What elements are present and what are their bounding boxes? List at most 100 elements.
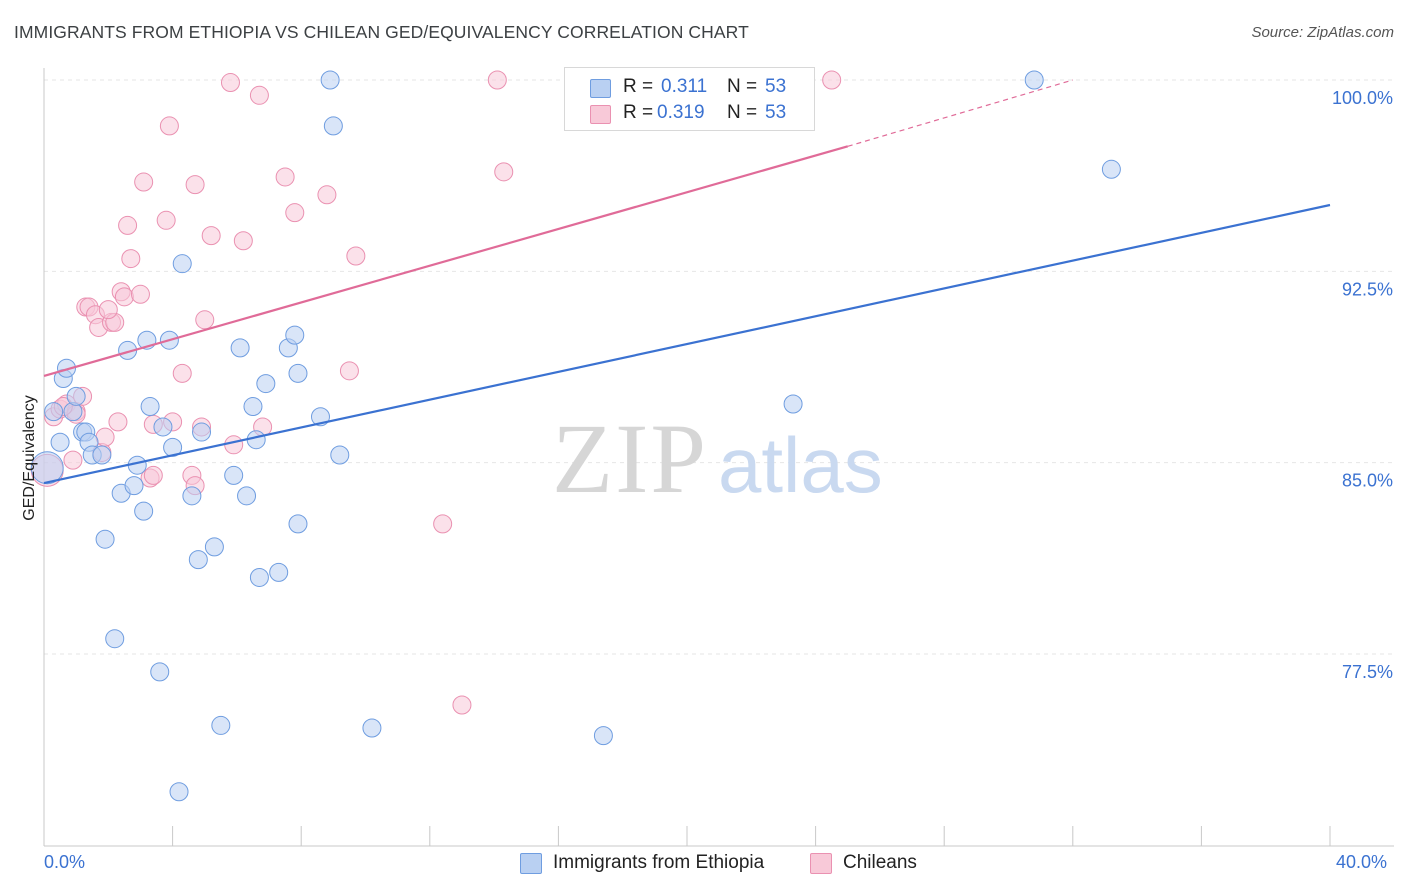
trend-line-chileans bbox=[43, 145, 849, 377]
bottom-legend-label: Immigrants from Ethiopia bbox=[553, 852, 765, 873]
data-point-chileans bbox=[118, 215, 138, 235]
y-tick-label: 92.5% bbox=[1342, 279, 1393, 299]
data-point-chileans bbox=[317, 185, 337, 205]
data-point-ethiopia bbox=[362, 718, 382, 738]
series-ethiopia bbox=[30, 70, 1121, 802]
data-point-ethiopia bbox=[63, 402, 83, 422]
data-point-ethiopia bbox=[169, 782, 189, 802]
data-point-chileans bbox=[201, 226, 221, 246]
y-axis-label: GED/Equivalency bbox=[21, 395, 38, 521]
data-point-chileans bbox=[822, 70, 842, 90]
data-point-ethiopia bbox=[140, 397, 160, 417]
data-point-ethiopia bbox=[105, 629, 125, 649]
data-point-ethiopia bbox=[256, 374, 276, 394]
bottom-legend-chileans: Chileans bbox=[810, 852, 930, 876]
bottom-legend-label: Chileans bbox=[843, 852, 917, 873]
data-point-ethiopia bbox=[224, 465, 244, 485]
chart-title: IMMIGRANTS FROM ETHIOPIA VS CHILEAN GED/… bbox=[14, 22, 749, 42]
legend-row-ethiopia: R = 0.311 N = 53 bbox=[565, 76, 814, 102]
data-point-chileans bbox=[172, 363, 192, 383]
data-point-ethiopia bbox=[230, 338, 250, 358]
data-point-ethiopia bbox=[285, 325, 305, 345]
trend-line-ethiopia bbox=[43, 203, 1331, 485]
data-point-chileans bbox=[130, 284, 150, 304]
data-point-chileans bbox=[185, 175, 205, 195]
data-point-chileans bbox=[339, 361, 359, 381]
data-point-ethiopia bbox=[211, 715, 231, 735]
data-point-ethiopia bbox=[124, 476, 144, 496]
data-point-chileans bbox=[156, 210, 176, 230]
data-point-chileans bbox=[275, 167, 295, 187]
legend-swatch-blue bbox=[590, 79, 611, 98]
data-point-chileans bbox=[346, 246, 366, 266]
data-point-ethiopia bbox=[172, 254, 192, 274]
data-point-chileans bbox=[159, 116, 179, 136]
watermark-zip: ZIP bbox=[552, 403, 708, 514]
data-point-ethiopia bbox=[57, 358, 77, 378]
data-point-chileans bbox=[249, 85, 269, 105]
data-point-ethiopia bbox=[66, 386, 86, 406]
data-point-chileans bbox=[114, 287, 134, 307]
data-point-chileans bbox=[195, 310, 215, 330]
trend-lines bbox=[43, 79, 1331, 485]
data-point-chileans bbox=[224, 435, 244, 455]
gridlines bbox=[44, 79, 1394, 655]
data-point-ethiopia bbox=[50, 432, 70, 452]
data-point-chileans bbox=[487, 70, 507, 90]
data-point-ethiopia bbox=[188, 550, 208, 570]
data-point-ethiopia bbox=[192, 422, 212, 442]
watermark: ZIP atlas bbox=[552, 403, 883, 514]
data-point-chileans bbox=[433, 514, 453, 534]
data-point-ethiopia bbox=[593, 726, 613, 746]
data-point-chileans bbox=[220, 73, 240, 93]
data-point-ethiopia bbox=[153, 417, 173, 437]
bottom-legend-ethiopia: Immigrants from Ethiopia bbox=[520, 852, 790, 876]
legend-r-label: R = bbox=[623, 102, 654, 123]
data-point-chileans bbox=[134, 172, 154, 192]
data-point-ethiopia bbox=[330, 445, 350, 465]
legend-n-value: 53 bbox=[765, 76, 787, 97]
legend-r-value: 0.319 bbox=[657, 102, 705, 123]
data-point-ethiopia bbox=[1024, 70, 1044, 90]
x-tick-left: 0.0% bbox=[44, 852, 86, 872]
data-point-ethiopia bbox=[30, 451, 64, 485]
data-point-ethiopia bbox=[44, 402, 64, 422]
data-point-chileans bbox=[494, 162, 514, 182]
data-point-ethiopia bbox=[246, 430, 266, 450]
y-tick-labels: 100.0% 92.5% 85.0% 77.5% bbox=[1332, 88, 1393, 682]
data-point-chileans bbox=[143, 465, 163, 485]
data-point-chileans bbox=[121, 249, 141, 269]
y-tick-label: 85.0% bbox=[1342, 471, 1393, 491]
legend: R = 0.311 N = 53 R = 0.319 N = 53 bbox=[564, 67, 815, 131]
legend-swatch-pink bbox=[590, 105, 611, 124]
data-point-ethiopia bbox=[204, 537, 224, 557]
y-tick-label: 100.0% bbox=[1332, 88, 1393, 108]
data-point-ethiopia bbox=[150, 662, 170, 682]
x-tick-right: 40.0% bbox=[1336, 852, 1388, 872]
data-point-ethiopia bbox=[95, 529, 115, 549]
data-point-ethiopia bbox=[1101, 159, 1121, 179]
source-label: Source: ZipAtlas.com bbox=[1251, 24, 1394, 41]
data-point-ethiopia bbox=[288, 363, 308, 383]
data-point-chileans bbox=[285, 203, 305, 223]
trend-line-chileans-extension bbox=[847, 79, 1073, 147]
data-point-ethiopia bbox=[237, 486, 257, 506]
data-point-chileans bbox=[98, 300, 118, 320]
data-point-ethiopia bbox=[249, 567, 269, 587]
series-chileans bbox=[30, 70, 842, 715]
data-point-chileans bbox=[108, 412, 128, 432]
data-point-chileans bbox=[63, 450, 83, 470]
legend-r-value: 0.311 bbox=[661, 76, 708, 97]
data-point-chileans bbox=[452, 695, 472, 715]
data-point-chileans bbox=[233, 231, 253, 251]
data-point-ethiopia bbox=[243, 397, 263, 417]
data-point-ethiopia bbox=[323, 116, 343, 136]
legend-n-value: 53 bbox=[765, 102, 787, 123]
legend-n-label: N = bbox=[727, 76, 758, 97]
data-point-ethiopia bbox=[269, 562, 289, 582]
bottom-legend-swatch-pink bbox=[810, 853, 832, 874]
data-point-ethiopia bbox=[320, 70, 340, 90]
data-point-ethiopia bbox=[288, 514, 308, 534]
data-point-ethiopia bbox=[182, 486, 202, 506]
